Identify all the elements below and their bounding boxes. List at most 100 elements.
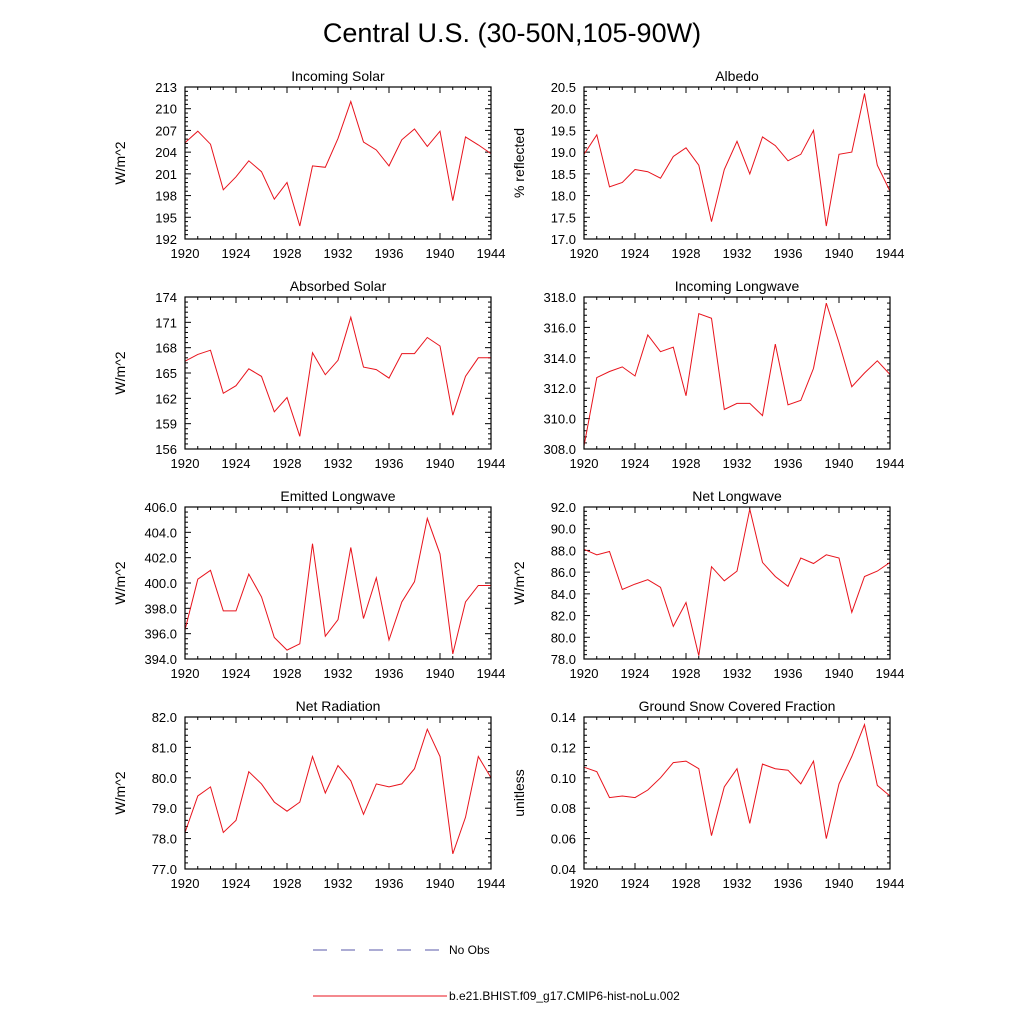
plot-frame (184, 716, 492, 870)
x-tick-label: 1920 (171, 666, 200, 681)
y-tick-label: 0.14 (551, 710, 576, 725)
x-tick-label: 1944 (477, 876, 506, 891)
series-line (583, 722, 891, 839)
y-tick-label: 90.0 (551, 522, 576, 537)
series-line (184, 99, 492, 227)
y-tick-label: 92.0 (551, 500, 576, 515)
x-tick-label: 1944 (477, 666, 506, 681)
y-tick-label: 195 (155, 210, 177, 225)
panel-title: Emitted Longwave (280, 488, 395, 504)
x-tick-label: 1924 (621, 876, 650, 891)
series-line (583, 302, 891, 447)
y-tick-label: 79.0 (152, 801, 177, 816)
x-tick-label: 1940 (825, 876, 854, 891)
y-axis-label: W/m^2 (511, 561, 527, 604)
x-tick-label: 1920 (570, 246, 599, 261)
y-tick-label: 84.0 (551, 587, 576, 602)
y-tick-label: 162 (155, 391, 177, 406)
y-tick-label: 17.5 (551, 210, 576, 225)
x-tick-label: 1936 (375, 876, 404, 891)
legend-label-no-obs: No Obs (449, 943, 490, 957)
y-tick-label: 88.0 (551, 543, 576, 558)
x-tick-label: 1944 (876, 456, 905, 471)
y-axis-label: W/m^2 (112, 561, 128, 604)
x-tick-label: 1940 (825, 666, 854, 681)
y-tick-label: 82.0 (152, 710, 177, 725)
y-tick-label: 168 (155, 341, 177, 356)
y-tick-label: 80.0 (551, 630, 576, 645)
panel-title: Incoming Longwave (675, 278, 800, 294)
x-tick-label: 1928 (273, 876, 302, 891)
y-tick-label: 156 (155, 442, 177, 457)
panel-6: Net Radiation W/m^2 1920 1924 1928 1932 1936 19… (112, 698, 505, 891)
y-tick-label: 0.08 (551, 801, 576, 816)
y-tick-label: 20.0 (551, 102, 576, 117)
x-tick-label: 1928 (273, 456, 302, 471)
x-tick-label: 1936 (774, 246, 803, 261)
x-tick-label: 1944 (876, 666, 905, 681)
y-tick-label: 20.5 (551, 80, 576, 95)
x-tick-label: 1920 (570, 666, 599, 681)
legend-label-model: b.e21.BHIST.f09_g17.CMIP6-hist-noLu.002 (449, 989, 680, 1003)
y-tick-label: 78.0 (551, 652, 576, 667)
y-axis-label: W/m^2 (112, 771, 128, 814)
y-tick-label: 207 (155, 123, 177, 138)
y-tick-label: 82.0 (551, 609, 576, 624)
x-tick-label: 1924 (621, 246, 650, 261)
series-line (184, 727, 492, 854)
y-tick-label: 19.0 (551, 145, 576, 160)
figure-title: Central U.S. (30-50N,105-90W) (323, 18, 701, 48)
y-tick-label: 400.0 (144, 576, 177, 591)
x-tick-label: 1936 (774, 666, 803, 681)
y-tick-label: 394.0 (144, 652, 177, 667)
x-tick-label: 1940 (825, 456, 854, 471)
x-tick-label: 1924 (222, 246, 251, 261)
y-tick-label: 204 (155, 145, 177, 160)
x-tick-label: 1932 (324, 246, 353, 261)
x-tick-label: 1928 (273, 666, 302, 681)
x-tick-label: 1932 (723, 246, 752, 261)
x-tick-label: 1928 (672, 666, 701, 681)
panel-7: Ground Snow Covered Fraction unitless 1920… (511, 698, 904, 891)
panel-4: Emitted Longwave W/m^2 1920 1924 1928 1932 193… (112, 488, 505, 681)
panel-1: Albedo % reflected 1920 1924 1928 1932 1936 194… (511, 68, 904, 261)
x-tick-label: 1932 (723, 876, 752, 891)
panel-0: Incoming Solar W/m^2 1920 1924 1928 1932 1936 1… (112, 68, 505, 261)
x-tick-label: 1920 (570, 456, 599, 471)
plot-frame (184, 506, 492, 660)
x-tick-label: 1944 (477, 246, 506, 261)
y-tick-label: 402.0 (144, 551, 177, 566)
y-tick-label: 310.0 (543, 412, 576, 427)
x-tick-label: 1928 (672, 876, 701, 891)
x-tick-label: 1932 (324, 876, 353, 891)
y-axis-label: % reflected (511, 128, 527, 198)
y-tick-label: 198 (155, 189, 177, 204)
y-axis-label: unitless (511, 769, 527, 816)
y-tick-label: 174 (155, 290, 177, 305)
x-tick-label: 1940 (825, 246, 854, 261)
y-tick-label: 81.0 (152, 740, 177, 755)
series-line (583, 509, 891, 656)
panel-title: Albedo (715, 68, 759, 84)
panel-title: Incoming Solar (291, 68, 385, 84)
x-tick-label: 1936 (375, 246, 404, 261)
series-line (184, 315, 491, 437)
x-tick-label: 1936 (774, 876, 803, 891)
y-tick-label: 210 (155, 102, 177, 117)
x-tick-label: 1928 (672, 456, 701, 471)
y-tick-label: 0.10 (551, 771, 576, 786)
y-tick-label: 213 (155, 80, 177, 95)
y-tick-label: 17.0 (551, 232, 576, 247)
panel-title: Absorbed Solar (290, 278, 387, 294)
y-tick-label: 77.0 (152, 862, 177, 877)
y-tick-label: 159 (155, 417, 177, 432)
x-tick-label: 1920 (171, 246, 200, 261)
y-tick-label: 396.0 (144, 627, 177, 642)
panel-title: Ground Snow Covered Fraction (639, 698, 836, 714)
panel-title: Net Radiation (296, 698, 381, 714)
panel-grid: Incoming Solar W/m^2 1920 1924 1928 1932 1936 1… (112, 68, 904, 891)
plot-frame (583, 86, 891, 240)
x-tick-label: 1944 (477, 456, 506, 471)
x-tick-label: 1944 (876, 876, 905, 891)
